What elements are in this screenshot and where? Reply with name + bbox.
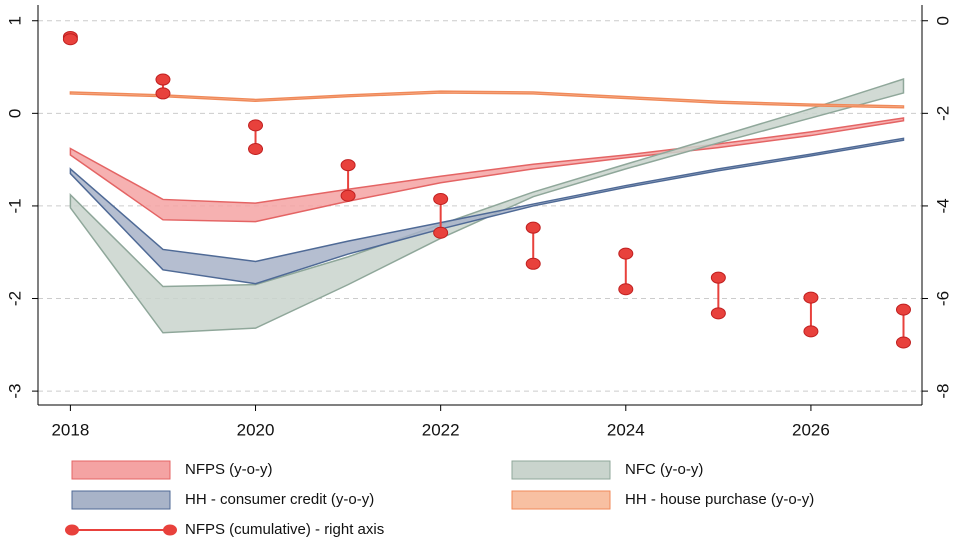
legend-item: NFPS (y-o-y)	[71, 460, 273, 480]
dumbbell-low	[525, 257, 541, 270]
dumbbell-low	[340, 189, 356, 202]
dumbbell-high	[433, 192, 449, 205]
band	[69, 90, 905, 109]
legend-swatch	[71, 460, 171, 480]
y-tick-label: 0	[5, 109, 24, 118]
dumbbell-high	[618, 247, 634, 260]
x-tick-label: 2026	[792, 420, 830, 439]
dumbbell-low	[248, 142, 264, 155]
dumbbell-high	[895, 303, 911, 316]
y2-tick-label: -4	[933, 198, 952, 213]
y-tick-label: 1	[5, 16, 24, 25]
legend-swatch	[163, 524, 177, 536]
y2-tick-label: -6	[933, 291, 952, 306]
legend-label: NFPS (cumulative) - right axis	[185, 521, 384, 538]
y2-tick-label: -2	[933, 106, 952, 121]
dumbbell-low	[895, 336, 911, 349]
legend-label: NFPS (y-o-y)	[185, 461, 273, 478]
dumbbell-low	[803, 325, 819, 338]
dumbbell-low	[155, 87, 171, 100]
x-tick-label: 2024	[607, 420, 645, 439]
x-tick-label: 2018	[51, 420, 89, 439]
y-tick-label: -3	[5, 384, 24, 399]
dumbbell-low	[433, 226, 449, 239]
y-tick-label: -1	[5, 198, 24, 213]
band	[69, 117, 905, 223]
legend-item: HH - consumer credit (y-o-y)	[71, 490, 374, 510]
x-tick-label: 2020	[237, 420, 275, 439]
dumbbell-high	[525, 221, 541, 234]
dumbbell-high	[340, 159, 356, 172]
dumbbell-high	[248, 119, 264, 132]
x-tick-label: 2022	[422, 420, 460, 439]
legend-item: NFC (y-o-y)	[511, 460, 703, 480]
y-tick-label: -2	[5, 291, 24, 306]
dumbbell-high	[710, 271, 726, 284]
legend-swatch	[71, 490, 171, 510]
legend-item: HH - house purchase (y-o-y)	[511, 490, 814, 510]
dumbbell-high	[803, 291, 819, 304]
legend-label: HH - house purchase (y-o-y)	[625, 491, 814, 508]
dumbbell-low	[618, 283, 634, 296]
legend-item: NFPS (cumulative) - right axis	[65, 521, 384, 538]
legend-label: NFC (y-o-y)	[625, 461, 703, 478]
dumbbell-low	[62, 33, 78, 46]
y2-tick-label: 0	[933, 16, 952, 25]
legend-swatch	[511, 460, 611, 480]
dumbbell-low	[710, 307, 726, 320]
y2-tick-label: -8	[933, 384, 952, 399]
legend-label: HH - consumer credit (y-o-y)	[185, 491, 374, 508]
legend-swatch	[65, 524, 79, 536]
dumbbell-high	[155, 73, 171, 86]
legend-swatch	[511, 490, 611, 510]
band	[69, 137, 905, 285]
